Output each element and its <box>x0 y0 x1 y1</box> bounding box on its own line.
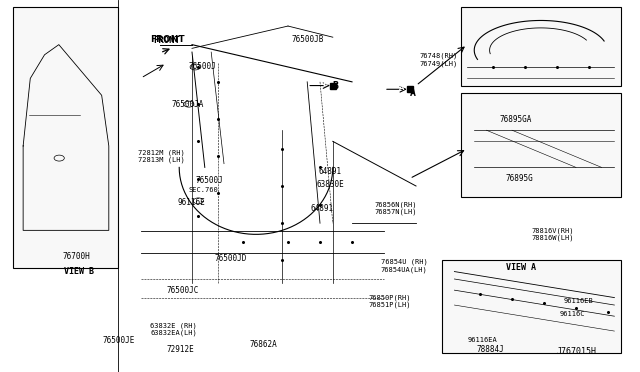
Text: A: A <box>399 85 404 91</box>
Text: B: B <box>333 81 339 90</box>
Text: FRONT: FRONT <box>154 36 180 45</box>
Text: 76850P(RH)
76851P(LH): 76850P(RH) 76851P(LH) <box>368 294 410 308</box>
Text: 76862A: 76862A <box>250 340 277 349</box>
Text: 96116EA: 96116EA <box>467 337 497 343</box>
Text: 76500JA: 76500JA <box>172 100 204 109</box>
Text: VIEW A: VIEW A <box>506 263 536 272</box>
Text: 76500JD: 76500JD <box>214 254 247 263</box>
Text: A: A <box>410 88 415 98</box>
Text: J767015H: J767015H <box>557 347 596 356</box>
Text: 64891: 64891 <box>310 204 333 213</box>
Text: 96116C: 96116C <box>560 311 586 317</box>
Text: 96116E: 96116E <box>178 198 205 207</box>
Text: 76500JE: 76500JE <box>102 336 135 345</box>
Text: 76500J: 76500J <box>189 62 216 71</box>
Text: 76895G: 76895G <box>506 174 533 183</box>
Text: 72812M (RH)
72813M (LH): 72812M (RH) 72813M (LH) <box>138 149 184 163</box>
Text: B: B <box>323 81 328 87</box>
Text: 72912E: 72912E <box>166 345 194 354</box>
Bar <box>442 260 621 353</box>
Text: SEC.760: SEC.760 <box>189 187 218 193</box>
Text: 63832E (RH)
63832EA(LH): 63832E (RH) 63832EA(LH) <box>150 322 197 336</box>
Text: 63830E: 63830E <box>317 180 344 189</box>
Text: 78816V(RH)
78816W(LH): 78816V(RH) 78816W(LH) <box>531 227 573 241</box>
Text: 76856N(RH)
76857N(LH): 76856N(RH) 76857N(LH) <box>374 201 417 215</box>
Text: FRONT: FRONT <box>150 35 185 44</box>
Text: 76500J: 76500J <box>195 176 223 185</box>
Bar <box>13 7 118 268</box>
Text: 76895GA: 76895GA <box>499 115 532 124</box>
Text: 76700H: 76700H <box>63 252 90 261</box>
Text: 76748(RH)
76749(LH): 76748(RH) 76749(LH) <box>419 52 458 67</box>
Text: 76854U (RH)
76854UA(LH): 76854U (RH) 76854UA(LH) <box>381 259 428 273</box>
Text: 78884J: 78884J <box>477 345 504 354</box>
Bar <box>461 93 621 197</box>
Text: 96116EB: 96116EB <box>563 298 593 304</box>
Text: 76500JC: 76500JC <box>166 286 199 295</box>
Bar <box>461 7 621 86</box>
Text: 76500JB: 76500JB <box>291 35 324 44</box>
Text: VIEW B: VIEW B <box>64 267 94 276</box>
Text: 64891: 64891 <box>319 167 342 176</box>
